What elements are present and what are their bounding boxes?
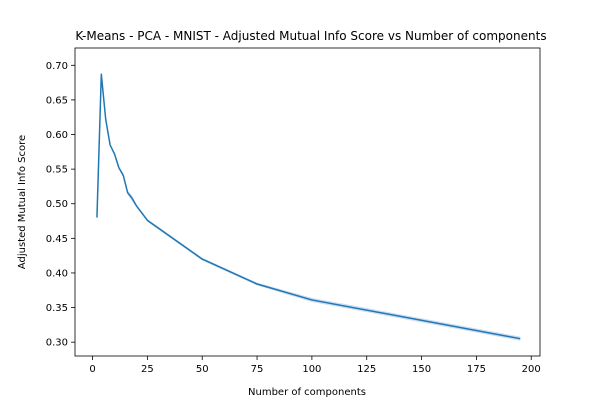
chart-title: K-Means - PCA - MNIST - Adjusted Mutual … [75, 29, 546, 43]
y-tick-label: 0.65 [46, 95, 68, 106]
y-tick-label: 0.30 [46, 338, 68, 349]
y-tick-label: 0.45 [46, 234, 68, 245]
x-tick-label: 175 [467, 364, 486, 375]
y-axis-label: Adjusted Mutual Info Score [17, 135, 28, 269]
x-tick-label: 100 [302, 364, 321, 375]
y-tick-label: 0.50 [46, 199, 68, 210]
x-tick-label: 75 [251, 364, 264, 375]
y-tick-label: 0.70 [46, 61, 68, 72]
x-tick-label: 200 [522, 364, 541, 375]
x-axis-label: Number of components [248, 387, 366, 398]
x-tick-label: 0 [89, 364, 95, 375]
x-tick-label: 125 [357, 364, 376, 375]
y-tick-label: 0.55 [46, 165, 68, 176]
y-tick-label: 0.35 [46, 303, 68, 314]
axes-frame [74, 47, 541, 357]
y-tick-label: 0.40 [46, 268, 68, 279]
plot-area: 0 25 50 75 100 125 150 175 200 0.30 0.35 0.40 0.45 0.… [46, 47, 541, 375]
x-tick-label: 150 [412, 364, 431, 375]
series-line-0 [96, 73, 521, 340]
y-tick-label: 0.60 [46, 130, 68, 141]
x-tick-label: 25 [141, 364, 154, 375]
x-tick-label: 50 [196, 364, 209, 375]
